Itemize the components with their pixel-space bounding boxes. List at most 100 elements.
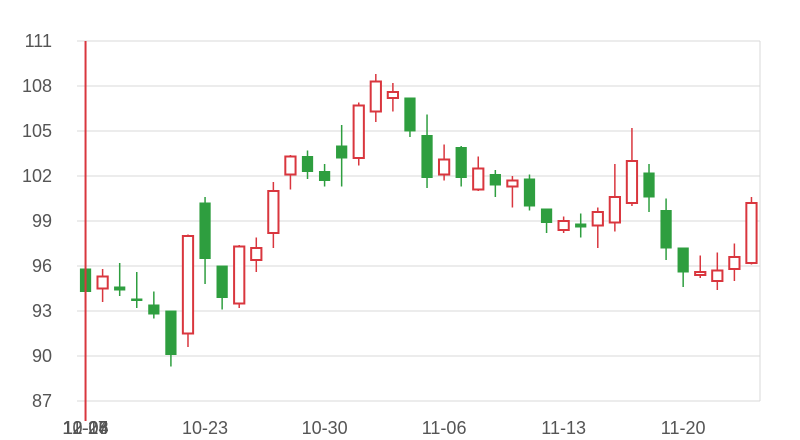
candle-10-27: [267, 182, 280, 248]
candle-11-24: [745, 197, 758, 265]
candle-body: [404, 97, 416, 132]
candle-body: [96, 275, 109, 290]
candle-body: [301, 156, 314, 172]
candle-11-18: [643, 164, 655, 212]
candle-body: [711, 269, 724, 282]
candle-11-16: [608, 164, 621, 232]
candle-body: [114, 286, 126, 291]
candle-11-04: [404, 97, 416, 137]
candle-body: [148, 304, 160, 315]
candle-10-28: [284, 155, 297, 190]
y-tick-label: 102: [22, 166, 52, 186]
candle-body: [437, 158, 451, 176]
y-tick-label: 93: [32, 301, 52, 321]
candle-body: [216, 265, 228, 298]
candle-body: [131, 298, 143, 301]
y-tick-label: 87: [32, 391, 52, 411]
candle-body: [318, 171, 331, 181]
candle-body: [575, 223, 587, 228]
candle-10-20: [148, 291, 160, 319]
x-axis-tick-labels: 10-16 10-23 10-30 11-06 11-13 11-20 11-2712-04…: [63, 418, 706, 438]
candle-11-20: [677, 247, 689, 287]
x-tick-label: 10-30: [302, 418, 348, 438]
x-tick-label: 11-06: [422, 418, 467, 438]
candle-body: [643, 172, 655, 198]
candle-body: [455, 147, 467, 178]
candle-11-17: [625, 128, 639, 206]
candles: [79, 74, 758, 367]
y-tick-label: 96: [32, 256, 52, 276]
candle-10-25: [233, 245, 246, 308]
candle-body: [165, 310, 177, 355]
candle-10-23: [199, 197, 211, 284]
x-tick-label: 12-08: [63, 418, 109, 438]
candle-body: [540, 208, 553, 223]
y-tick-label: 108: [22, 76, 52, 96]
candle-11-11: [523, 174, 536, 211]
candle-body: [728, 256, 741, 270]
candle-body: [386, 91, 400, 99]
candle-body: [694, 271, 707, 276]
x-tick-label: 11-27: [63, 418, 108, 438]
candle-11-02: [369, 74, 382, 122]
candle-body: [489, 174, 501, 186]
candle-11-03: [386, 83, 400, 112]
candle-11-01: [352, 102, 365, 166]
candle-body: [233, 245, 246, 305]
candle-11-05: [421, 114, 433, 188]
x-tick-label: 11-20: [661, 418, 706, 438]
x-tick-label: 10-16: [63, 418, 109, 438]
candle-body: [557, 220, 570, 231]
candle-11-14: [575, 213, 587, 238]
candle-body: [336, 145, 348, 159]
candle-11-19: [660, 198, 672, 260]
candle-body: [472, 167, 485, 191]
candle-11-22: [711, 252, 724, 290]
candle-body: [181, 235, 195, 335]
candle-body: [421, 135, 433, 178]
candle-body: [352, 104, 365, 159]
candle-11-13: [557, 216, 570, 233]
candle-body: [677, 247, 689, 273]
candle-10-24: [216, 265, 228, 310]
candle-body: [250, 247, 263, 261]
candle-body: [284, 155, 297, 176]
candle-body: [267, 190, 280, 234]
grid-lines: [77, 40, 761, 402]
candle-body: [660, 210, 672, 249]
candle-body: [506, 179, 519, 188]
candle-11-12: [540, 208, 553, 233]
candle-10-31: [336, 125, 348, 187]
y-axis-tick-labels: 111 108 105 102 99 96 93 90 87: [22, 31, 52, 411]
candle-10-19: [131, 272, 143, 308]
candle-11-15: [591, 207, 604, 248]
candle-11-10: [506, 176, 519, 208]
y-tick-label: 105: [22, 121, 52, 141]
candle-body: [608, 196, 621, 224]
candle-10-30: [318, 164, 331, 187]
y-tick-label: 99: [32, 211, 52, 231]
x-tick-label: 10-23: [182, 418, 228, 438]
candle-body: [591, 211, 604, 227]
candle-10-18: [114, 263, 126, 296]
candle-body: [523, 178, 536, 207]
candle-body: [625, 160, 639, 204]
candle-10-22: [181, 234, 195, 347]
candle-10-26: [250, 237, 263, 272]
x-tick-label: 12-04: [63, 418, 109, 438]
candle-10-29: [301, 150, 314, 179]
candle-body: [369, 80, 382, 113]
candle-11-23: [728, 243, 741, 281]
candle-11-06: [437, 144, 451, 181]
y-tick-label: 90: [32, 346, 52, 366]
candle-11-21: [694, 255, 707, 278]
candle-body: [745, 202, 758, 264]
candle-11-09: [489, 170, 501, 197]
candle-body: [199, 202, 211, 259]
y-tick-label: 111: [25, 31, 52, 51]
x-tick-label: 11-13: [541, 418, 586, 438]
candle-11-08: [472, 156, 485, 191]
candle-11-07: [455, 146, 467, 187]
candle-10-21: [165, 310, 177, 367]
